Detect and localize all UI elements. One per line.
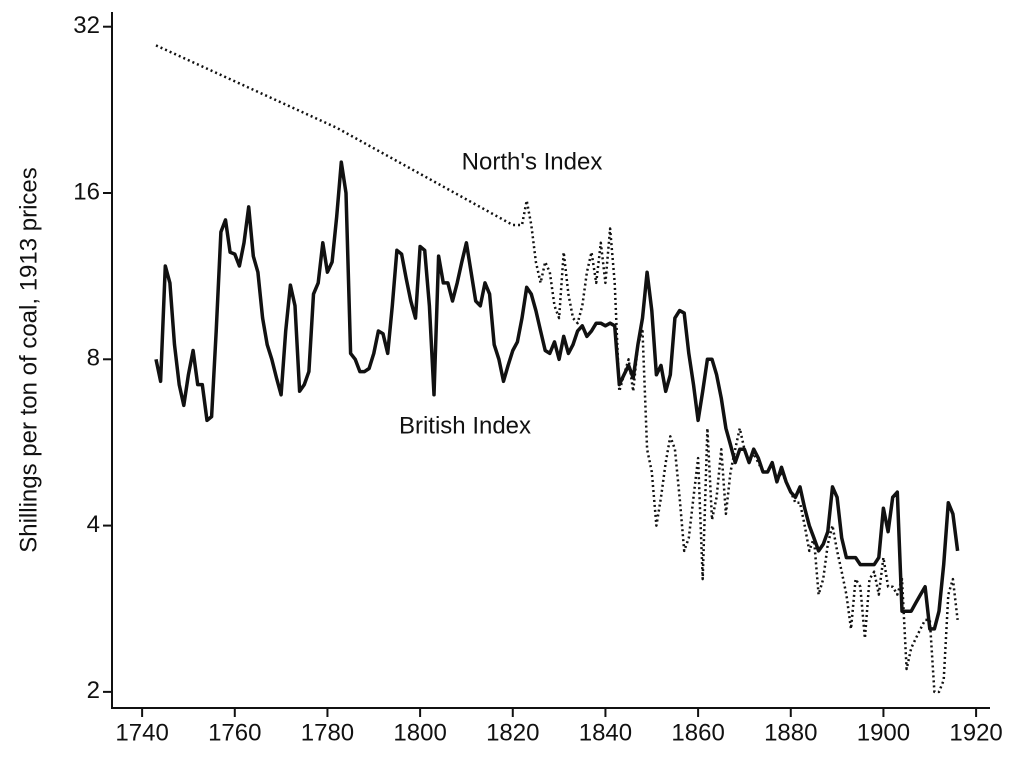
x-tick-label: 1740 — [115, 719, 168, 746]
y-tick-label: 16 — [73, 178, 100, 205]
series-label: British Index — [399, 412, 531, 439]
series-line — [154, 160, 960, 631]
x-tick-label: 1800 — [393, 719, 446, 746]
x-tick-label: 1860 — [671, 719, 724, 746]
series-line — [155, 44, 959, 694]
x-tick-label: 1880 — [764, 719, 817, 746]
y-tick-label: 8 — [87, 345, 100, 372]
x-tick-label: 1780 — [301, 719, 354, 746]
y-tick-label: 32 — [73, 12, 100, 39]
y-tick-label: 2 — [87, 677, 100, 704]
x-tick-label: 1920 — [949, 719, 1002, 746]
x-tick-label: 1840 — [579, 719, 632, 746]
y-axis-label: Shillings per ton of coal, 1913 prices — [15, 167, 42, 553]
x-tick-label: 1760 — [208, 719, 261, 746]
x-tick-label: 1820 — [486, 719, 539, 746]
series-label: North's Index — [462, 148, 603, 175]
x-tick-label: 1900 — [857, 719, 910, 746]
y-tick-label: 4 — [87, 511, 100, 538]
